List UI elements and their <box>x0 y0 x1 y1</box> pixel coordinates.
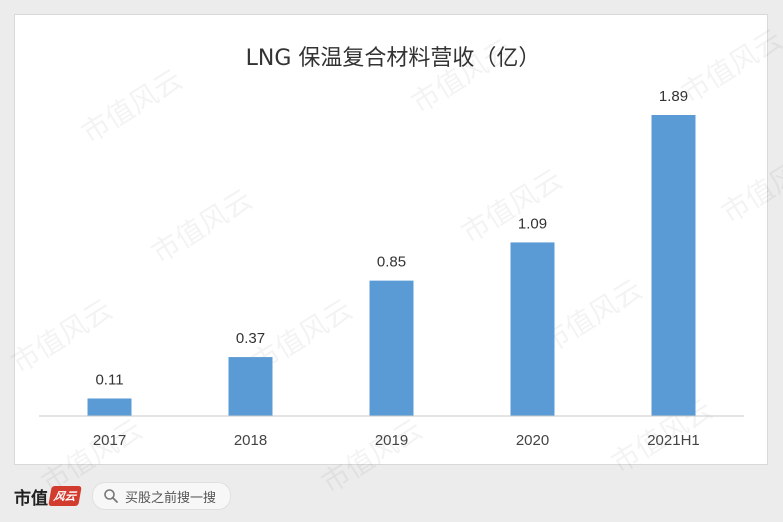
bar <box>510 242 555 416</box>
brand-text: 市值 <box>14 488 48 509</box>
search-placeholder: 买股之前搜一搜 <box>125 489 217 505</box>
bar <box>651 115 696 416</box>
data-label: 0.11 <box>95 371 123 388</box>
x-tick-label: 2019 <box>375 432 408 449</box>
x-tick-label: 2020 <box>516 432 549 449</box>
data-label: 0.37 <box>236 330 265 347</box>
search-box[interactable]: 买股之前搜一搜 <box>92 482 232 510</box>
bar <box>369 280 414 416</box>
data-label: 0.85 <box>377 254 406 271</box>
x-tick-label: 2017 <box>93 432 126 449</box>
bar-chart: LNG 保温复合材料营收（亿） 0.11 2017 0.37 2018 0.85 2019 1… <box>39 46 744 449</box>
brand-mark: 风云 <box>48 486 82 506</box>
footer-bar: 市值 风云 买股之前搜一搜 <box>14 478 614 514</box>
bar <box>228 357 273 416</box>
x-tick-label: 2018 <box>234 432 267 449</box>
data-label: 1.09 <box>518 215 547 232</box>
x-tick-label: 2021H1 <box>647 432 700 449</box>
data-label: 1.89 <box>659 88 688 105</box>
search-icon <box>104 489 118 503</box>
brand-logo[interactable]: 市值 风云 <box>14 484 82 509</box>
bar <box>87 398 132 416</box>
chart-title: LNG 保温复合材料营收（亿） <box>246 46 541 71</box>
chart-panel: 市值风云市值风云市值风云市值风云市值风云市值风云市值风云市值风云市值风云市值风云… <box>6 14 783 500</box>
